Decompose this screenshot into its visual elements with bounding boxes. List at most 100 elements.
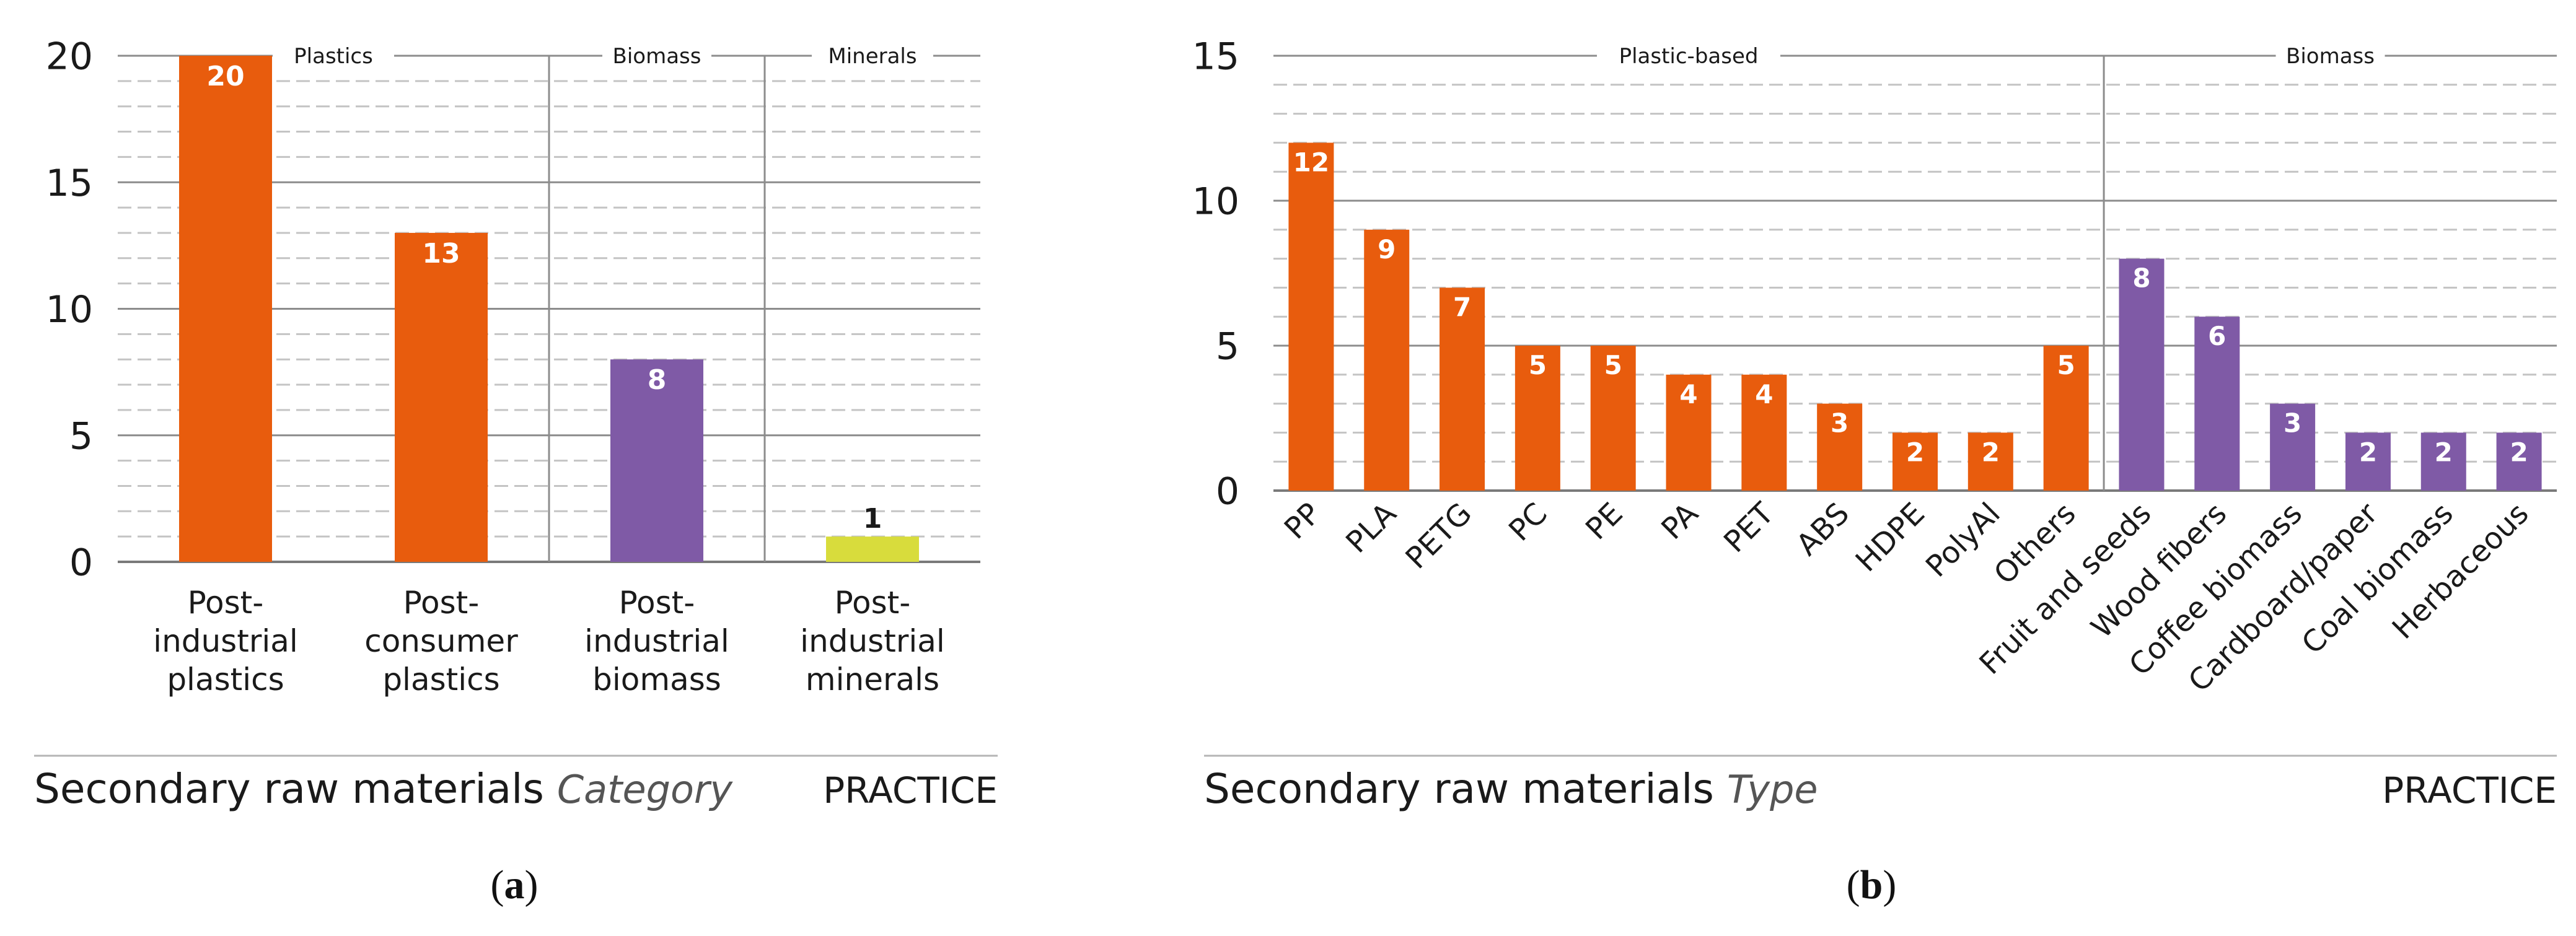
category-label: Post-	[835, 585, 911, 621]
panel-label-letter: a	[504, 862, 525, 908]
bar	[2420, 432, 2466, 491]
chart-title: Secondary raw materials Category	[34, 765, 733, 813]
value-label: 20	[206, 61, 244, 92]
value-label: 2	[2435, 437, 2453, 467]
bar	[1892, 432, 1938, 491]
bar	[610, 359, 703, 562]
value-label: 9	[1378, 234, 1396, 265]
chart-panel-b: 0 5 10 15 Plastic-based Biomass 12 9 7 5 5 4 4 3 2 2 5 8 6…	[1192, 35, 2557, 908]
group-label: Minerals	[828, 44, 917, 69]
bar	[179, 56, 272, 562]
category-label: Post-	[619, 585, 695, 621]
chart-panel-a: 0 5 10 15 20 Plastics Biomass Minerals 20 13 8 1 Pos…	[34, 35, 998, 908]
bar	[2119, 258, 2165, 491]
group-label-background	[273, 47, 394, 66]
value-label: 5	[1604, 350, 1622, 380]
bar	[1817, 403, 1863, 491]
category-label: plastics	[167, 662, 284, 698]
value-label: 2	[1906, 437, 1924, 467]
y-tick-label: 5	[69, 414, 93, 458]
group-label-background	[602, 47, 711, 66]
bar	[1590, 346, 1636, 491]
value-label: 1	[863, 503, 882, 535]
category-label: Post-	[188, 585, 264, 621]
bar	[1440, 287, 1485, 491]
value-label: 3	[2284, 408, 2301, 439]
value-label: 2	[2510, 437, 2528, 467]
category-label: industrial	[584, 623, 729, 659]
chart-title-main: Secondary raw materials	[1204, 765, 1727, 813]
corner-label: PRACTICE	[2382, 769, 2557, 811]
bar	[1514, 346, 1560, 491]
category-label: minerals	[806, 662, 939, 698]
panel-label-paren: )	[525, 862, 538, 908]
chart-title: Secondary raw materials Type	[1204, 765, 1818, 813]
value-label: 12	[1293, 147, 1329, 177]
panel-label: (b)	[1847, 862, 1897, 908]
category-label: ABS	[1790, 496, 1856, 562]
bar	[1364, 229, 1410, 491]
y-tick-label: 15	[1192, 35, 1239, 79]
chart-title-main: Secondary raw materials	[34, 765, 557, 813]
category-label: industrial	[153, 623, 298, 659]
chart-title-suffix: Category	[557, 767, 734, 812]
value-label: 7	[1453, 292, 1471, 322]
bar	[1666, 374, 1712, 491]
bar	[2496, 432, 2542, 491]
bar	[826, 536, 919, 562]
value-label: 5	[1529, 350, 1547, 380]
y-tick-label: 5	[1216, 325, 1239, 369]
category-label: PLA	[1339, 496, 1403, 560]
bar	[1288, 142, 1334, 491]
category-label: plastics	[382, 662, 499, 698]
panel-label-paren: (	[1847, 862, 1860, 908]
value-label: 8	[648, 364, 667, 396]
category-label: PC	[1502, 496, 1554, 548]
bar	[395, 232, 488, 562]
category-label: PP	[1278, 496, 1328, 546]
bar	[1741, 374, 1787, 491]
group-label-background	[2275, 47, 2385, 66]
group-label: Biomass	[613, 44, 701, 69]
y-tick-label: 15	[46, 162, 93, 205]
y-tick-label: 10	[1192, 180, 1239, 224]
category-label: industrial	[800, 623, 945, 659]
value-label: 4	[1679, 379, 1697, 409]
category-label: PE	[1579, 496, 1630, 547]
value-label: 6	[2208, 321, 2226, 351]
category-label: HDPE	[1849, 496, 1932, 579]
group-label: Biomass	[2286, 44, 2375, 69]
value-label: 2	[2359, 437, 2377, 467]
category-label: PETG	[1399, 496, 1479, 576]
category-label: consumer	[364, 623, 518, 659]
y-tick-label: 20	[46, 35, 93, 79]
corner-label: PRACTICE	[823, 769, 998, 811]
group-label-background	[812, 47, 933, 66]
bar	[2043, 346, 2089, 491]
chart-title-suffix: Type	[1727, 767, 1818, 812]
group-label: Plastics	[294, 44, 373, 69]
category-label: PET	[1717, 496, 1781, 559]
value-label: 3	[1831, 408, 1848, 439]
bar	[2345, 432, 2391, 491]
y-tick-label: 10	[46, 288, 93, 331]
value-label: 2	[1982, 437, 2000, 467]
value-label: 8	[2132, 263, 2150, 294]
panel-label: (a)	[491, 862, 538, 908]
y-tick-label: 0	[1216, 470, 1239, 514]
panel-label-paren: (	[491, 862, 504, 908]
bar	[1967, 432, 2013, 491]
value-label: 5	[2057, 350, 2075, 380]
panel-label-paren: )	[1883, 862, 1896, 908]
category-label: PA	[1655, 496, 1705, 546]
value-label: 4	[1755, 379, 1773, 409]
bar	[2270, 403, 2316, 491]
category-label: biomass	[592, 662, 721, 698]
category-label: Post-	[403, 585, 480, 621]
bar	[2194, 317, 2240, 491]
group-label: Plastic-based	[1619, 44, 1759, 69]
group-label-background	[1597, 47, 1781, 66]
panel-label-letter: b	[1860, 862, 1883, 908]
y-tick-label: 0	[69, 541, 93, 585]
